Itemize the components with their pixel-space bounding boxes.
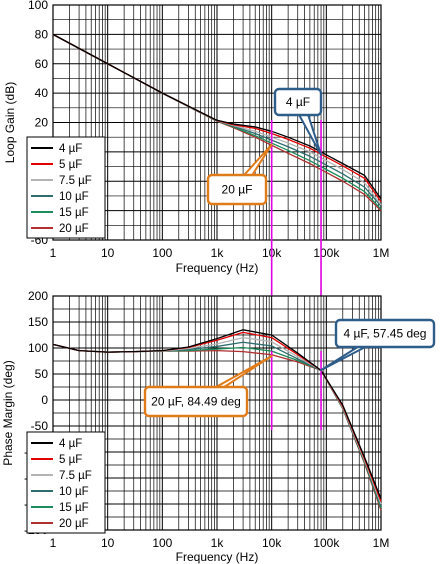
gain-xtick-label: 1M — [373, 246, 390, 260]
phase-legend-box — [26, 431, 106, 534]
gain-legend-label: 15 µF — [59, 207, 89, 219]
phase-legend-label: 7.5 µF — [59, 470, 92, 482]
phase-legend-label: 5 µF — [59, 454, 82, 466]
gain-legend-label: 20 µF — [59, 223, 89, 235]
phase-xtick-label: 10k — [262, 536, 282, 550]
phase-callout-label: 4 µF, 57.45 deg — [344, 327, 427, 341]
gain-legend-label: 7.5 µF — [59, 175, 92, 187]
gain-xtick-label: 100k — [313, 246, 340, 260]
gain-xtick-label: 1k — [211, 246, 225, 260]
phase-callout-box — [334, 318, 436, 349]
gain-ytick-label: 40 — [35, 86, 49, 100]
phase-callout-box — [143, 385, 249, 418]
phase-xtick-label: 1M — [373, 536, 390, 550]
gain-callout-box — [206, 173, 268, 206]
gain-frame — [52, 4, 382, 241]
phase-xtick-label: 1 — [50, 536, 57, 550]
gain-legend-label: 5 µF — [59, 159, 82, 171]
phase-xtick-label: 10 — [101, 536, 115, 550]
gain-xtick-label: 100 — [152, 246, 172, 260]
phase-xtick-label: 100 — [152, 536, 172, 550]
gain-xtick-label: 1 — [50, 246, 57, 260]
phase-plot: -250-200-150-100-500501001502001101001k1… — [1, 289, 436, 564]
phase-legend-label: 20 µF — [59, 518, 89, 530]
phase-legend-label: 10 µF — [59, 486, 89, 498]
phase-xtick-label: 1k — [211, 536, 225, 550]
gain-ytick-label: 60 — [35, 57, 49, 71]
phase-legend-label: 15 µF — [59, 502, 89, 514]
phase-ytick-label: 150 — [28, 315, 48, 329]
phase-x-axis-label: Frequency (Hz) — [176, 550, 259, 564]
phase-xtick-label: 100k — [313, 536, 340, 550]
phase-legend-label: 4 µF — [59, 438, 82, 450]
gain-legend-label: 10 µF — [59, 191, 89, 203]
phase-ytick-label: -50 — [31, 419, 49, 433]
gain-callout-box — [273, 87, 323, 117]
gain-ytick-label: 100 — [28, 0, 48, 12]
phase-y-axis-label: Phase Margin (deg) — [1, 360, 15, 465]
gain-plot: -60-40-200204060801001101001k10k100k1MFr… — [3, 0, 389, 370]
gain-x-axis-label: Frequency (Hz) — [176, 261, 259, 275]
phase-series-line — [52, 329, 382, 500]
gain-callout-label: 20 µF — [222, 183, 253, 197]
gain-ytick-label: 20 — [35, 116, 49, 130]
phase-frame — [52, 295, 382, 531]
phase-ytick-label: 200 — [28, 289, 48, 303]
gain-ytick-label: 80 — [35, 27, 49, 41]
gain-y-axis-label: Loop Gain (dB) — [3, 82, 17, 163]
phase-ytick-label: 100 — [28, 341, 48, 355]
phase-callout-label: 20 µF, 84.49 deg — [151, 395, 241, 409]
gain-callout-label: 4 µF — [286, 95, 310, 109]
phase-ytick-label: 0 — [41, 393, 48, 407]
phase-ytick-label: 50 — [35, 367, 49, 381]
gain-xtick-label: 10 — [101, 246, 115, 260]
gain-legend-box — [26, 136, 106, 239]
gain-legend-label: 4 µF — [59, 143, 82, 155]
